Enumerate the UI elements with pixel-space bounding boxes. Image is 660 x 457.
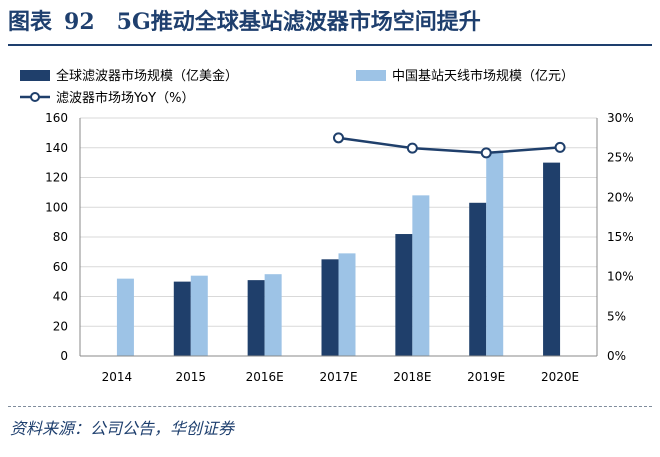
bar-china-antenna [264, 274, 282, 356]
source-note: 资料来源：公司公告，华创证券 [10, 419, 235, 438]
figure-label: 图表 [8, 9, 53, 35]
legend-swatch-global-filter [20, 70, 50, 81]
bar-global-filter [321, 259, 339, 356]
yoy-point [480, 147, 492, 159]
title-rule [8, 44, 652, 46]
y-right-tick-label: 5% [607, 309, 626, 323]
figure-number: 92 [64, 9, 95, 35]
x-tick-label: 2018E [393, 370, 431, 384]
bar-global-filter [247, 280, 265, 356]
legend-label-yoy: 滤波器市场场YoY（%） [56, 90, 194, 106]
y-left-tick-label: 0 [60, 349, 68, 363]
y-right-tick-label: 0% [607, 349, 626, 363]
y-right-tick-label: 20% [607, 190, 634, 204]
y-left-tick-label: 120 [45, 171, 68, 185]
x-tick-label: 2016E [246, 370, 284, 384]
figure-title-text: 5G推动全球基站滤波器市场空间提升 [116, 9, 481, 35]
legend-label-china-antenna: 中国基站天线市场规模（亿元） [392, 68, 574, 84]
y-left-tick-label: 160 [45, 111, 68, 125]
bar-china-antenna [486, 152, 504, 356]
y-right-tick-label: 25% [607, 151, 634, 165]
figure-title: 图表 92 5G推动全球基站滤波器市场空间提升 [8, 4, 481, 40]
y-left-tick-label: 40 [53, 290, 68, 304]
yoy-point [406, 142, 418, 154]
x-tick-label: 2015 [176, 370, 207, 384]
x-tick-label: 2017E [319, 370, 357, 384]
bar-global-filter [173, 281, 191, 356]
y-left-tick-label: 100 [45, 200, 68, 214]
yoy-point [554, 141, 566, 153]
bar-global-filter [395, 234, 413, 356]
legend-label-global-filter: 全球滤波器市场规模（亿美金） [56, 68, 238, 84]
bar-global-filter [543, 162, 561, 356]
legend-marker-yoy [30, 92, 40, 102]
x-tick-label: 2014 [102, 370, 133, 384]
bar-global-filter [469, 202, 487, 356]
y-left-tick-label: 140 [45, 141, 68, 155]
y-right-tick-label: 15% [607, 230, 634, 244]
source-divider [8, 406, 652, 408]
bar-china-antenna [338, 253, 356, 356]
yoy-line [338, 136, 561, 155]
bar-china-antenna [412, 195, 430, 356]
bar-china-antenna [190, 275, 208, 356]
legend-swatch-china-antenna [356, 70, 386, 81]
y-right-tick-label: 10% [607, 270, 634, 284]
y-left-tick-label: 80 [53, 230, 68, 244]
y-left-tick-label: 20 [53, 319, 68, 333]
y-right-tick-label: 30% [607, 111, 634, 125]
x-tick-label: 2019E [467, 370, 505, 384]
x-tick-label: 2020E [541, 370, 579, 384]
yoy-point [333, 132, 344, 144]
bar-china-antenna [116, 278, 134, 356]
y-left-tick-label: 60 [53, 260, 68, 274]
